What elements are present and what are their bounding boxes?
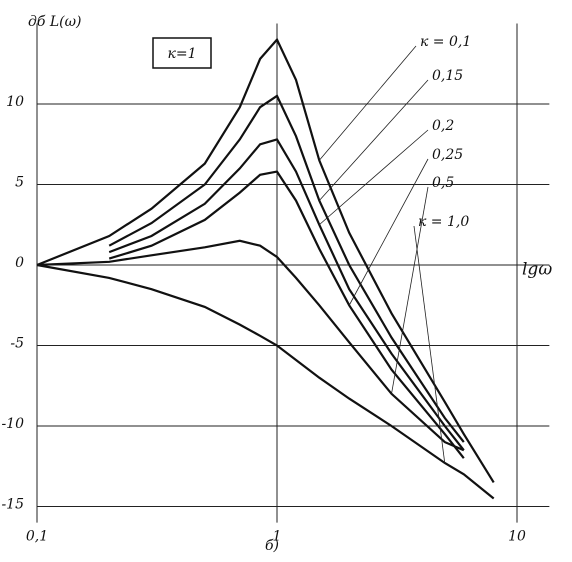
y-tick-label: 10: [6, 94, 24, 110]
x-axis-label: lgω: [522, 260, 552, 280]
legend-label: к = 0,1: [420, 34, 471, 50]
y-axis-label: дб L(ω): [28, 14, 82, 30]
x-tick-label: 1: [273, 529, 282, 545]
leader-line: [318, 129, 429, 226]
leader-line: [318, 79, 429, 201]
series-line: [108, 94, 465, 443]
leader-line: [318, 45, 417, 161]
y-tick-label: -15: [1, 497, 24, 513]
y-tick-label: 5: [15, 175, 24, 191]
caption: б): [265, 538, 279, 554]
x-tick-label: 10: [508, 529, 526, 545]
y-tick-label: 0: [15, 255, 24, 271]
series-line: [36, 239, 465, 452]
annotation-box: [152, 37, 212, 69]
leader-line: [391, 186, 429, 394]
series-line: [108, 170, 465, 459]
legend-label: 0,5: [432, 175, 454, 191]
leader-line: [413, 225, 446, 464]
series-line: [108, 138, 465, 451]
legend-label: 0,2: [432, 118, 454, 134]
leader-line: [348, 158, 429, 306]
legend-label: 0,25: [432, 147, 463, 163]
legend-label: 0,15: [432, 68, 463, 84]
series-line: [36, 37, 495, 483]
annotation: к=1: [168, 46, 197, 62]
x-tick-label: 0,1: [26, 529, 48, 545]
y-tick-label: -10: [1, 416, 24, 432]
y-tick-label: -5: [10, 336, 24, 352]
legend-label: к = 1,0: [418, 214, 469, 230]
series-line: [36, 263, 495, 500]
